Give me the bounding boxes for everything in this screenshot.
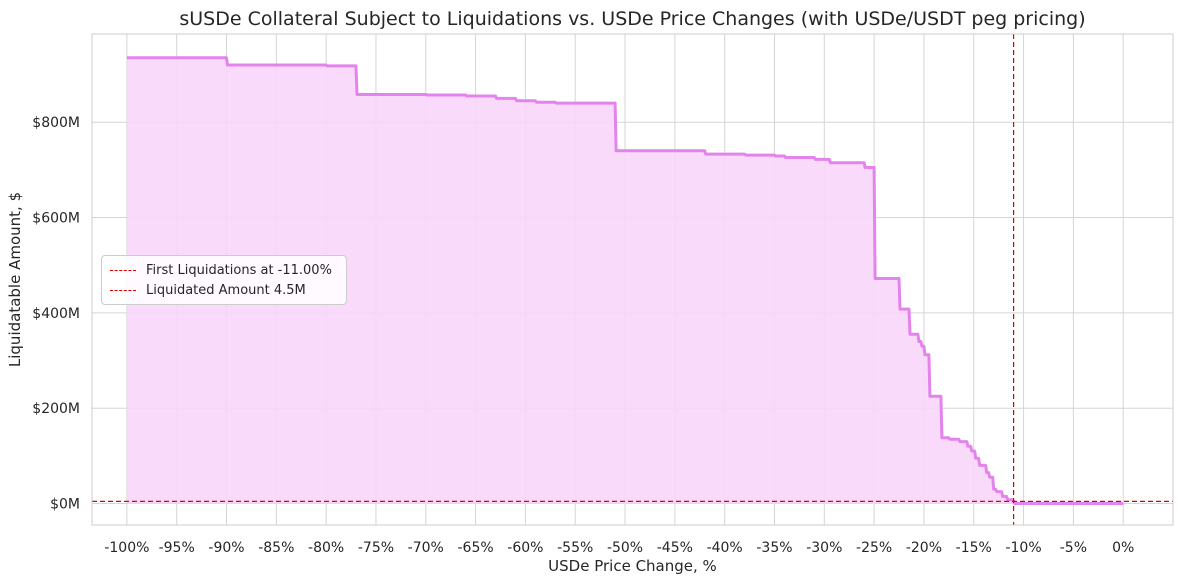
legend-label: First Liquidations at -11.00% [146, 262, 332, 278]
x-tick-label: -30% [806, 540, 842, 556]
x-tick-label: -15% [956, 540, 992, 556]
x-tick-label: -65% [457, 540, 493, 556]
x-tick-label: -35% [756, 540, 792, 556]
y-tick-label: $600M [32, 211, 80, 227]
x-tick-labels: -100% -95% -90% -85% -80% -75% -70% -65% -60% -55… [104, 540, 1134, 556]
x-tick-label: -100% [104, 540, 149, 556]
x-tick-label: -25% [856, 540, 892, 556]
x-tick-label: -20% [906, 540, 942, 556]
x-tick-label: -10% [1005, 540, 1041, 556]
x-tick-label: -5% [1060, 540, 1087, 556]
x-axis-title: USDe Price Change, % [548, 557, 717, 575]
x-tick-label: 0% [1112, 540, 1134, 556]
legend-label: Liquidated Amount 4.5M [146, 282, 306, 298]
y-tick-label: $800M [32, 115, 80, 131]
legend-swatch-dashed-red [110, 289, 136, 291]
y-tick-label: $0M [50, 497, 80, 513]
y-tick-labels: $0M $200M $400M $600M $800M [32, 115, 80, 512]
chart-title: sUSDe Collateral Subject to Liquidations… [179, 8, 1085, 30]
x-tick-label: -55% [557, 540, 593, 556]
x-tick-label: -50% [607, 540, 643, 556]
x-tick-label: -95% [159, 540, 195, 556]
legend: First Liquidations at -11.00% Liquidated… [101, 255, 347, 305]
legend-item-first-liquidations: First Liquidations at -11.00% [110, 260, 332, 280]
y-axis-title: Liquidatable Amount, $ [6, 192, 24, 367]
x-tick-label: -45% [657, 540, 693, 556]
x-tick-label: -75% [358, 540, 394, 556]
x-tick-label: -85% [258, 540, 294, 556]
reference-lines [92, 34, 1173, 525]
x-tick-label: -60% [507, 540, 543, 556]
x-tick-label: -40% [707, 540, 743, 556]
y-tick-label: $400M [32, 306, 80, 322]
legend-item-liquidated-amount: Liquidated Amount 4.5M [110, 280, 306, 300]
area-fill [126, 57, 1124, 504]
plot-frame [91, 33, 1174, 526]
x-tick-label: -70% [408, 540, 444, 556]
x-tick-label: -90% [208, 540, 244, 556]
series-line [126, 56, 1124, 505]
x-tick-label: -80% [308, 540, 344, 556]
legend-swatch-dashed-red [110, 269, 136, 271]
y-tick-label: $200M [32, 401, 80, 417]
